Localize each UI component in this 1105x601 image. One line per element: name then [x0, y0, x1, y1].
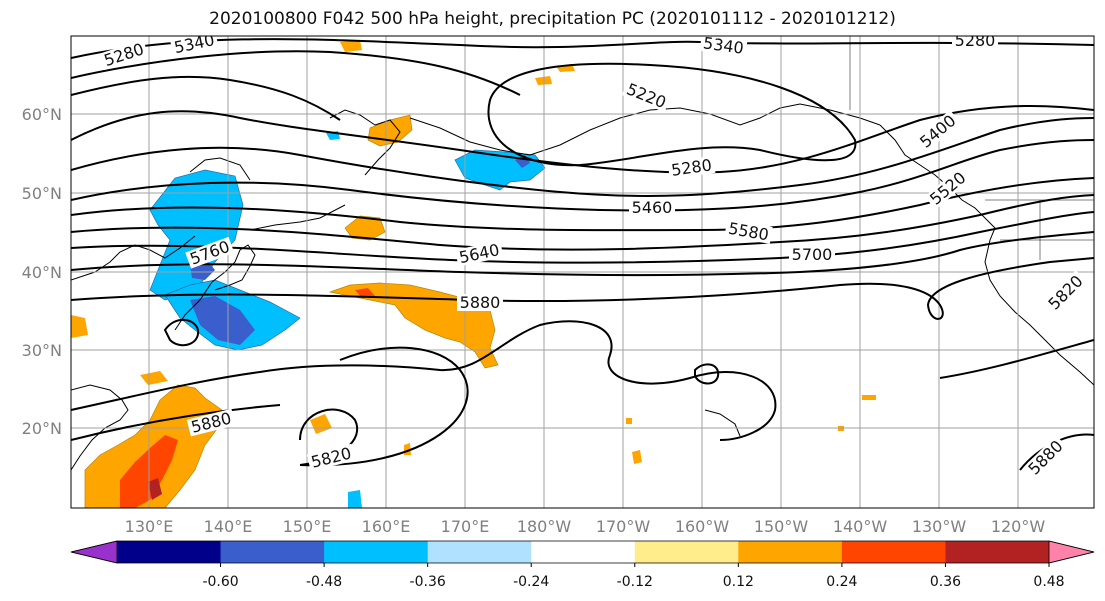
longitude-label: 140°E: [204, 517, 253, 536]
colorbar-tick-label: 0.12: [723, 574, 754, 590]
contour-label-bg: [924, 167, 971, 210]
contour-label-bg: [185, 236, 235, 269]
colorbar-tick-label: -0.48: [306, 574, 342, 590]
graticule: [71, 36, 1094, 508]
contour-label-text: 5880: [460, 293, 501, 312]
longitude-label: 180°W: [517, 517, 572, 536]
longitude-label: 120°W: [991, 517, 1046, 536]
colorbar-swatch: [945, 541, 1050, 563]
colorbar-tick-label: -0.24: [513, 574, 549, 590]
colorbar-extension-low: [70, 540, 118, 564]
contour-label-bg: [455, 240, 504, 267]
contour-label: 5880: [457, 293, 503, 312]
latitude-label: 50°N: [22, 184, 62, 203]
colorbar-tick-label: -0.60: [202, 574, 238, 590]
contour-label-bg: [629, 199, 675, 216]
colorbar-outline: [70, 540, 1095, 564]
contour-label-bg: [952, 36, 998, 49]
contour-label-text: 5340: [702, 33, 745, 57]
colorbar-swatch: [634, 541, 739, 563]
colorbar-swatch: [220, 541, 325, 563]
latitude-axis: 60°N 50°N 40°N 30°N 20°N: [22, 105, 62, 438]
colorbar-swatch: [324, 541, 429, 563]
contour-label-bg: [621, 79, 671, 113]
contour-label-bg: [186, 408, 236, 437]
colorbar-swatch: [531, 541, 636, 563]
contour-label-bg: [789, 246, 835, 263]
longitude-label: 170°E: [441, 517, 490, 536]
longitude-label: 140°W: [833, 517, 888, 536]
contour-label-bg: [699, 36, 748, 58]
latitude-label: 60°N: [22, 105, 62, 124]
longitude-label: 160°E: [362, 517, 411, 536]
colorbar-tick-label: -0.36: [410, 574, 446, 590]
contour-label: 5340: [699, 33, 748, 58]
contour-label-bg: [1023, 435, 1068, 480]
colorbar-extension-high: [1048, 540, 1095, 564]
colorbar-tick-label: 0.36: [930, 574, 961, 590]
contour-label-bg: [457, 294, 503, 311]
contour-label: 5700: [789, 245, 835, 264]
colorbar-swatch: [841, 541, 946, 563]
contour-label-text: 5700: [792, 245, 833, 264]
contour-label-bg: [306, 443, 356, 472]
contour-label: 5460: [629, 198, 675, 217]
contour-label-text: 5280: [955, 31, 996, 50]
longitude-label: 170°W: [596, 517, 651, 536]
latitude-label: 30°N: [22, 341, 62, 360]
colorbar-swatch: [738, 541, 843, 563]
colorbar-swatch: [427, 541, 532, 563]
colorbar: -0.60 -0.48 -0.36 -0.24 -0.12 0.12 0.24 0.36 0.4…: [70, 540, 1095, 590]
contour-label-bg: [1043, 270, 1088, 315]
longitude-label: 150°W: [754, 517, 809, 536]
colorbar-tick-label: 0.48: [1033, 574, 1064, 590]
contour-label-bg: [724, 219, 773, 244]
map-title: 2020100800 F042 500 hPa height, precipit…: [209, 9, 896, 29]
colorbar-swatch: [117, 541, 222, 563]
latitude-label: 40°N: [22, 263, 62, 282]
contour-label: 5280: [952, 31, 998, 50]
longitude-label: 160°W: [675, 517, 730, 536]
colorbar-tick-label: 0.24: [826, 574, 857, 590]
latitude-label: 20°N: [22, 419, 62, 438]
contour-label-bg: [914, 110, 961, 153]
height-contours: [71, 38, 1094, 471]
longitude-label: 130°E: [125, 517, 174, 536]
colorbar-tick-label: -0.12: [617, 574, 653, 590]
longitude-label: 150°E: [283, 517, 332, 536]
map-frame: [70, 35, 1095, 509]
contour-label-text: 5460: [632, 198, 673, 217]
contour-label-bg: [170, 36, 219, 57]
longitude-label: 130°W: [912, 517, 967, 536]
contour-label-bg: [667, 155, 716, 180]
longitude-axis: 130°E 140°E 150°E 160°E 170°E 180°W 170°W 160°W…: [125, 517, 1046, 536]
contour-label-bg: [99, 39, 149, 70]
